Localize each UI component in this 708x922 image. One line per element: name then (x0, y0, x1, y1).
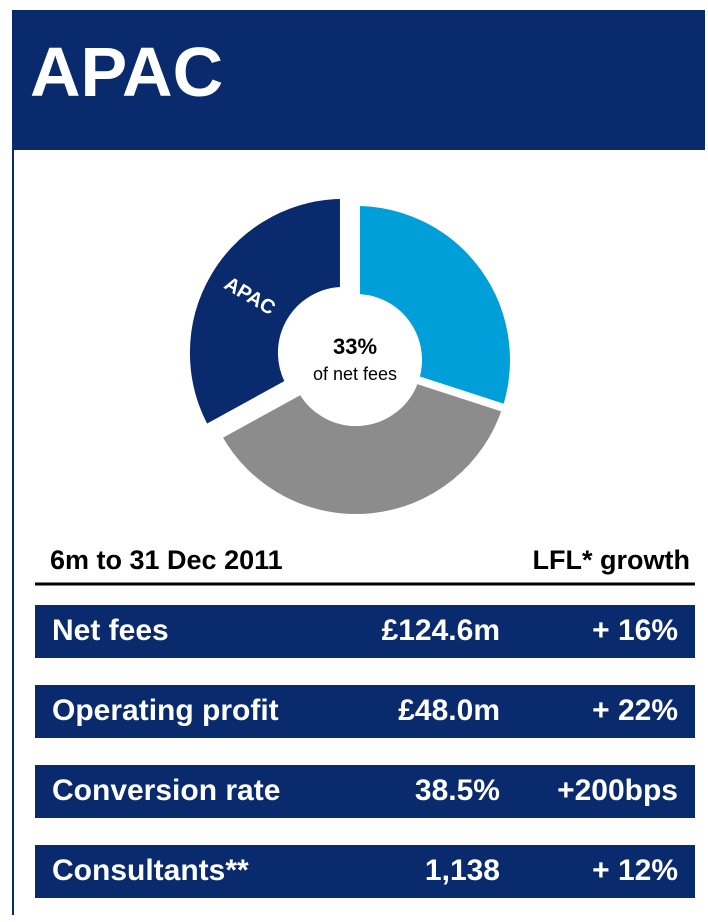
row-value: £124.6m (382, 614, 500, 647)
row-band (35, 845, 695, 898)
row-growth: + 22% (592, 694, 678, 727)
row-band (35, 685, 695, 738)
row-band (35, 605, 695, 658)
row-band (35, 765, 695, 818)
title: APAC (30, 33, 223, 111)
row-label: Operating profit (52, 694, 279, 727)
period: 6m to 31 Dec 2011 (50, 545, 283, 575)
growth-header: LFL* growth (533, 545, 690, 575)
row-value: 1,138 (425, 854, 500, 887)
rows: Net fees £124.6m + 16% Operating profit £48.… (35, 605, 695, 898)
center-text: of net fees (313, 364, 397, 384)
row-growth: + 16% (592, 614, 678, 647)
row-label: Consultants** (52, 854, 249, 887)
donut-segment (352, 197, 518, 414)
row-value: 38.5% (415, 774, 500, 807)
header-band (12, 10, 705, 150)
row-label: Conversion rate (52, 774, 280, 807)
row-growth: + 12% (592, 854, 678, 887)
donut: APAC (181, 190, 518, 522)
center-value: 33% (333, 334, 377, 359)
row-value: £48.0m (398, 694, 500, 727)
donut-segment (181, 190, 348, 435)
row-growth: +200bps (557, 774, 678, 807)
row-label: Net fees (52, 614, 169, 647)
donut-segment (212, 374, 512, 522)
